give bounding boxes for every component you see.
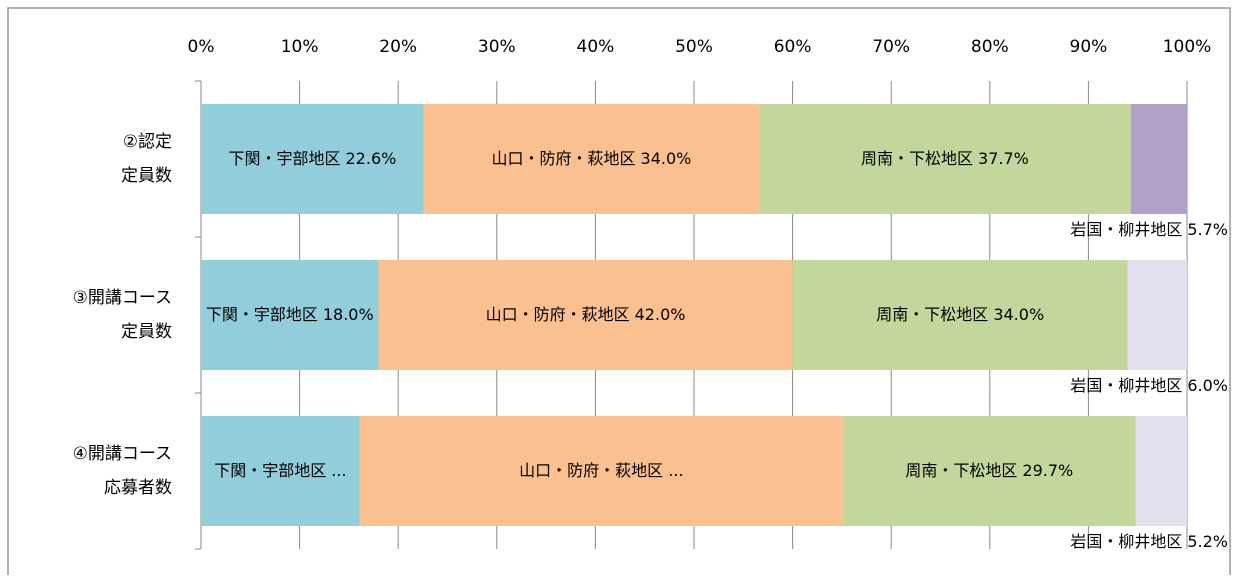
series-name: 山口・防府・萩地区 xyxy=(486,305,630,324)
x-tick-label: 0% xyxy=(188,37,215,57)
y-tick-label: ④開講コース xyxy=(73,444,172,464)
series-name: 岩国・柳井地区 xyxy=(1070,532,1182,551)
value-label: 6.0% xyxy=(1187,376,1228,395)
x-tick-label: 80% xyxy=(971,37,1009,57)
data-label: 下関・宇部地区 18.0% xyxy=(206,305,374,324)
x-tick-label: 40% xyxy=(577,37,615,57)
series-name: 下関・宇部地区 xyxy=(228,149,340,168)
data-label: 下関・宇部地区... xyxy=(214,461,346,480)
x-tick-label: 50% xyxy=(675,37,713,57)
bar-segment xyxy=(1127,260,1187,370)
bar-segment xyxy=(359,416,843,526)
value-label: 5.7% xyxy=(1187,220,1228,239)
data-label: 下関・宇部地区 22.6% xyxy=(228,149,396,168)
y-tick-label: ③開講コース xyxy=(73,288,172,308)
value-label: 29.7% xyxy=(1022,461,1073,480)
data-label: 山口・防府・萩地区 34.0% xyxy=(492,149,692,168)
value-label: 22.6% xyxy=(346,149,397,168)
value-label: 34.0% xyxy=(641,149,692,168)
bar-segment xyxy=(759,104,1131,214)
bar-segment xyxy=(1135,416,1187,526)
bar-segment xyxy=(201,416,360,526)
series-name: 山口・防府・萩地区 xyxy=(492,149,636,168)
data-label: 周南・下松地区 37.7% xyxy=(861,149,1029,168)
bar-segment xyxy=(792,260,1128,370)
series-name: 岩国・柳井地区 xyxy=(1070,376,1182,395)
series-name: 下関・宇部地区 xyxy=(214,461,326,480)
x-tick-label: 10% xyxy=(281,37,319,57)
x-tick-label: 30% xyxy=(478,37,516,57)
series-name: 岩国・柳井地区 xyxy=(1070,220,1182,239)
series-name: 周南・下松地区 xyxy=(861,149,973,168)
series-name: 山口・防府・萩地区 xyxy=(519,461,663,480)
x-tick-label: 60% xyxy=(774,37,812,57)
bar-segment xyxy=(201,104,424,214)
series-name: 周南・下松地区 xyxy=(905,461,1017,480)
data-label: 周南・下松地区 34.0% xyxy=(876,305,1044,324)
series-name: 周南・下松地区 xyxy=(876,305,988,324)
value-label: ... xyxy=(331,461,346,480)
value-label: 5.2% xyxy=(1187,532,1228,551)
y-tick-label: 応募者数 xyxy=(104,478,172,498)
value-label: 18.0% xyxy=(323,305,374,324)
data-label: 岩国・柳井地区 6.0% xyxy=(1070,376,1228,395)
value-label: 34.0% xyxy=(993,305,1044,324)
data-label: 周南・下松地区 29.7% xyxy=(905,461,1073,480)
x-tick-label: 70% xyxy=(872,37,910,57)
value-label: 37.7% xyxy=(978,149,1029,168)
bar-segment xyxy=(423,104,760,214)
value-label: 42.0% xyxy=(635,305,686,324)
data-label: 山口・防府・萩地区... xyxy=(519,461,683,480)
data-label: 岩国・柳井地区 5.2% xyxy=(1070,532,1228,551)
data-label: 山口・防府・萩地区 42.0% xyxy=(486,305,686,324)
value-label: ... xyxy=(668,461,683,480)
data-label: 岩国・柳井地区 5.7% xyxy=(1070,220,1228,239)
y-tick-label: 定員数 xyxy=(121,166,172,186)
y-tick-label: ②認定 xyxy=(123,132,172,152)
y-tick-label: 定員数 xyxy=(121,322,172,342)
bar-segment xyxy=(842,416,1136,526)
bar-segment xyxy=(1130,104,1187,214)
series-name: 下関・宇部地区 xyxy=(206,305,318,324)
x-tick-label: 100% xyxy=(1163,37,1212,57)
bar-segment xyxy=(378,260,793,370)
x-tick-label: 90% xyxy=(1070,37,1108,57)
x-tick-label: 20% xyxy=(379,37,417,57)
bar-segment xyxy=(201,260,379,370)
